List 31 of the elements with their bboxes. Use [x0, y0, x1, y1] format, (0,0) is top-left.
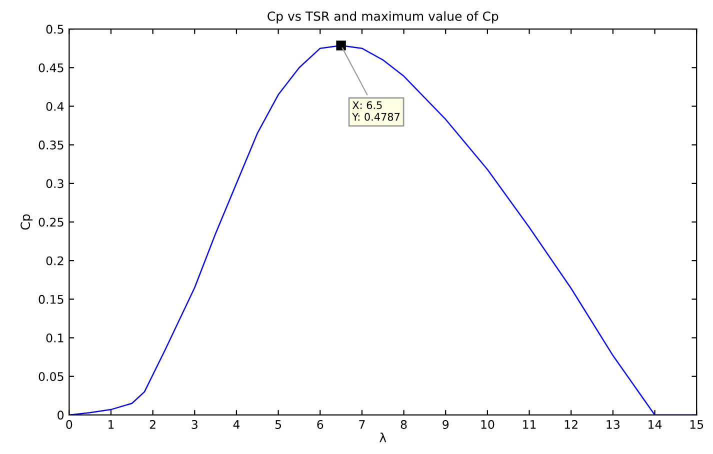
x-tick-label: 3	[192, 420, 198, 429]
chart-title: Cp vs TSR and maximum value of Cp	[268, 11, 498, 24]
y-tick-label: 0	[58, 410, 64, 420]
x-tick-label: 7	[359, 420, 365, 429]
y-tick-label: 0.3	[46, 179, 64, 188]
x-tick-label: 4	[233, 420, 240, 429]
x-tick-label: 8	[400, 420, 407, 429]
x-tick-label: 12	[564, 420, 578, 429]
y-tick-label: 0.15	[38, 294, 64, 304]
x-tick-label: 2	[150, 420, 156, 429]
x-tick-label: 5	[275, 420, 282, 429]
y-tick-label: 0.1	[46, 334, 64, 342]
y-axis-title: Cp	[20, 214, 32, 230]
x-tick-label: 10	[481, 420, 494, 429]
x-axis-title: λ	[380, 432, 386, 442]
x-tick-label: 1	[108, 420, 114, 429]
y-tick-label: 0.4	[46, 102, 64, 111]
x-tick-label: 6	[317, 420, 324, 429]
y-tick-label: 0.05	[38, 372, 64, 382]
x-tick-label: 13	[606, 420, 620, 429]
x-tick-label: 15	[690, 420, 704, 429]
x-tick-label: 11	[523, 420, 536, 429]
y-tick-label: 0.2	[46, 256, 64, 266]
x-tick-label: 0	[66, 420, 72, 429]
annotation: X: 6.5 Y: 0.4787	[352, 101, 400, 121]
x-tick-label: 9	[442, 420, 449, 429]
y-tick-label: 0.35	[38, 140, 64, 150]
y-tick-label: 0.45	[38, 63, 64, 72]
y-tick-label: 0.25	[38, 218, 64, 227]
x-tick-label: 14	[648, 420, 662, 429]
y-tick-label: 0.5	[46, 24, 64, 34]
